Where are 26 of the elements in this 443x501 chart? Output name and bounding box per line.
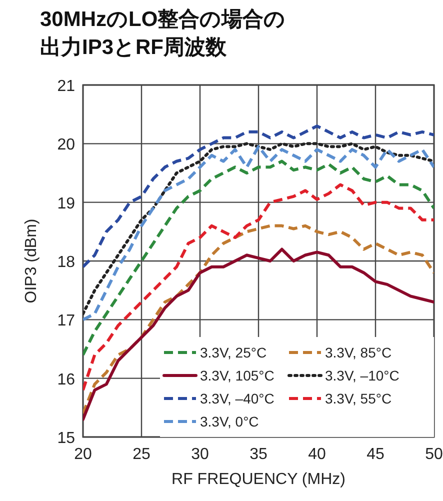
y-tick-label: 15: [57, 430, 76, 447]
legend-label: 3.3V, 0°C: [200, 414, 259, 430]
y-tick-label: 20: [57, 136, 76, 154]
legend-label: 3.3V, –10°C: [325, 368, 400, 384]
chart-title: 30MHzのLO整合の場合の出力IP3とRF周波数: [40, 8, 286, 59]
x-axis-title: RF FREQUENCY (MHz): [172, 471, 346, 488]
legend-label: 3.3V, 25°C: [200, 344, 267, 360]
x-tick-label: 45: [366, 446, 384, 463]
x-tick-label: 20: [74, 446, 92, 463]
line-series: [83, 183, 434, 392]
y-tick-label: 19: [57, 195, 76, 212]
x-tick-label: 50: [425, 446, 443, 463]
line-series: [83, 124, 434, 268]
legend-label: 3.3V, 85°C: [325, 344, 392, 360]
y-tick-label: 17: [57, 312, 76, 330]
legend-label: 3.3V, 105°C: [200, 368, 274, 384]
x-tick-label: 40: [308, 446, 326, 463]
x-tick-label: 30: [191, 446, 209, 463]
legend-label: 3.3V, –40°C: [200, 390, 274, 406]
y-axis-title: OIP3 (dBm): [23, 218, 40, 304]
x-tick-label: 25: [132, 446, 150, 463]
legend-label: 3.3V, 55°C: [325, 390, 392, 406]
y-tick-label: 18: [57, 254, 76, 271]
y-tick-label: 21: [57, 78, 76, 95]
x-tick-label: 35: [250, 446, 268, 463]
y-tick-label: 16: [57, 371, 76, 388]
